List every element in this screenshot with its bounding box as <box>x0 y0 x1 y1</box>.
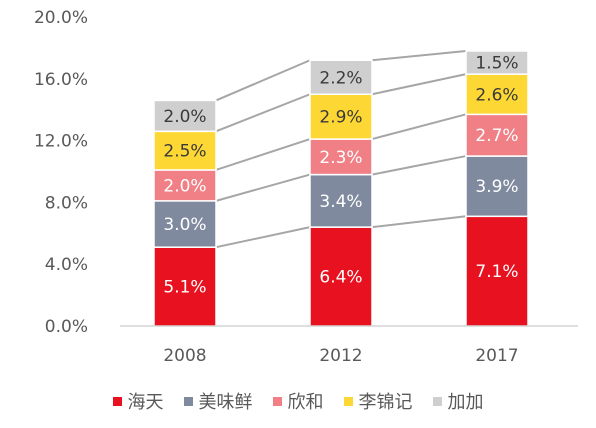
legend-label: 美味鲜 <box>198 392 253 413</box>
x-tick-label: 2012 <box>319 346 362 366</box>
legend: 海天 美味鲜 欣和 李锦记 加加 <box>0 388 596 414</box>
legend-label: 加加 <box>447 392 484 413</box>
legend-label: 李锦记 <box>358 392 413 413</box>
series-connector-line <box>215 93 311 133</box>
series-connector-line <box>371 155 467 176</box>
legend-item: 李锦记 <box>343 388 413 414</box>
series-connector-line <box>371 49 467 62</box>
bar-segment <box>309 138 373 176</box>
legend-item: 海天 <box>112 388 164 414</box>
bar-segment <box>465 50 529 75</box>
y-tick-label: 0.0% <box>45 317 88 337</box>
data-label: 3.9% <box>475 177 518 197</box>
x-axis: 2008 2012 2017 <box>163 346 518 366</box>
data-label: 2.7% <box>475 126 518 146</box>
series-connector-line <box>371 215 467 229</box>
data-label: 2.6% <box>475 85 518 105</box>
data-label: 2.9% <box>319 108 362 128</box>
y-tick-label: 4.0% <box>45 255 88 275</box>
data-label: 5.1% <box>163 278 206 298</box>
legend-swatch <box>272 396 282 406</box>
bar-segment <box>465 113 529 157</box>
legend-label: 海天 <box>127 392 164 413</box>
legend-item: 美味鲜 <box>183 388 253 414</box>
bar-segment <box>309 173 373 228</box>
y-tick-label: 16.0% <box>34 70 88 90</box>
data-label: 2.0% <box>163 176 206 196</box>
legend-item: 欣和 <box>272 388 324 414</box>
series-connector-line <box>215 138 311 171</box>
bar-segment <box>153 169 217 202</box>
legend-item: 加加 <box>432 388 484 414</box>
bar-segment <box>153 130 217 171</box>
y-tick-label: 8.0% <box>45 193 88 213</box>
series-connector-line <box>371 73 467 96</box>
data-label: 6.4% <box>319 268 362 288</box>
series-connector-line <box>215 226 311 249</box>
data-label: 2.2% <box>319 68 362 88</box>
x-tick-label: 2017 <box>475 346 518 366</box>
data-label: 2.0% <box>163 107 206 127</box>
legend-swatch <box>112 396 122 406</box>
stacked-bar-chart: 0.0% 4.0% 8.0% 12.0% 16.0% 20.0% 5.1% 3.0% 2.0%… <box>34 8 578 366</box>
x-tick-label: 2008 <box>163 346 206 366</box>
data-label: 2.5% <box>163 142 206 162</box>
series-connector-line <box>215 173 311 202</box>
legend-swatch <box>343 396 353 406</box>
y-tick-label: 20.0% <box>34 8 88 28</box>
series-connector-lines <box>215 49 467 249</box>
series-connector-line <box>215 59 311 102</box>
data-label: 1.5% <box>475 54 518 74</box>
bar-segment <box>309 59 373 95</box>
bar-segment <box>153 99 217 133</box>
y-tick-label: 12.0% <box>34 132 88 152</box>
data-label: 7.1% <box>475 262 518 282</box>
data-label: 3.4% <box>319 192 362 212</box>
series-connector-line <box>371 113 467 141</box>
legend-label: 欣和 <box>287 392 324 413</box>
y-axis: 0.0% 4.0% 8.0% 12.0% 16.0% 20.0% <box>34 8 88 337</box>
bar-segments: 5.1% 3.0% 2.0% 2.5% 2.0% 6.4% 3.4% 2.3% 2.9% 2.2%… <box>153 50 529 327</box>
data-label: 2.3% <box>319 148 362 168</box>
bar-segment <box>309 226 373 327</box>
bar-segment <box>465 155 529 218</box>
legend-swatch <box>183 396 193 406</box>
legend-swatch <box>432 396 442 406</box>
data-label: 3.0% <box>163 215 206 235</box>
bar-segment <box>309 93 373 140</box>
